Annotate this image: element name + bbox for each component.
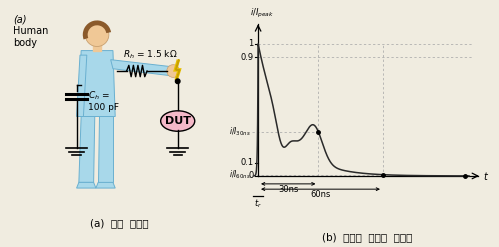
Bar [93,43,101,51]
Text: DUT: DUT [165,116,191,126]
Polygon shape [98,117,113,182]
Polygon shape [76,182,96,188]
Polygon shape [79,51,115,117]
Text: $t_r$: $t_r$ [254,197,262,210]
Text: 0.9: 0.9 [241,53,254,62]
Polygon shape [176,60,180,80]
Text: Human
body: Human body [13,26,48,48]
Ellipse shape [161,111,195,131]
Text: 0: 0 [249,171,254,181]
Circle shape [176,79,180,83]
Text: $i/I_{peak}$: $i/I_{peak}$ [250,7,273,20]
Text: 60ns: 60ns [310,190,331,200]
Text: (a): (a) [13,14,26,24]
Text: 0.1: 0.1 [241,158,254,167]
Polygon shape [96,182,115,188]
Text: $i/I_{60ns}$: $i/I_{60ns}$ [229,168,250,181]
Text: 1: 1 [249,39,254,48]
Circle shape [85,23,109,46]
Text: $t$: $t$ [483,170,489,182]
Polygon shape [79,117,95,182]
Polygon shape [76,55,87,117]
Polygon shape [111,60,170,76]
Text: $R_h$ = 1.5 k$\Omega$: $R_h$ = 1.5 k$\Omega$ [123,48,178,61]
Text: 30ns: 30ns [278,185,298,194]
Text: $C_h$ =
100 pF: $C_h$ = 100 pF [88,89,119,112]
Text: $i/I_{30ns}$: $i/I_{30ns}$ [229,126,250,138]
Text: (b)  정전기  스파크  모델링: (b) 정전기 스파크 모델링 [321,232,412,242]
Text: (a)  인체  모델링: (a) 인체 모델링 [90,218,149,228]
Circle shape [167,65,180,77]
